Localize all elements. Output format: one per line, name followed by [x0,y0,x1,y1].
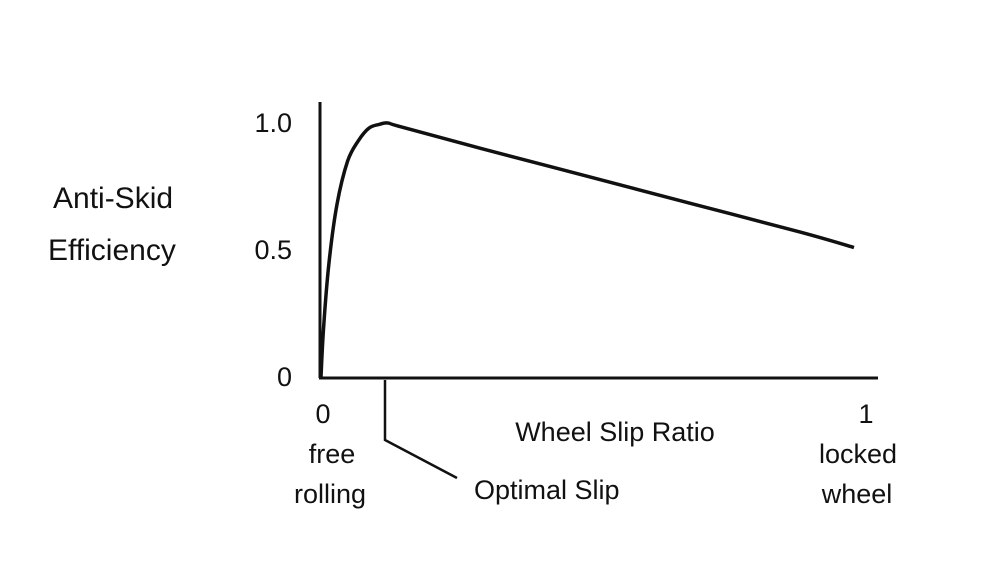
x-axis-title: Wheel Slip Ratio [515,417,715,447]
y-axis-title-line-2: Efficiency [48,234,176,267]
x-tick-sublabel-rolling: rolling [294,479,366,509]
x-tick-sublabel-locked: locked [819,439,897,469]
x-tick-label-0: 0 [315,399,330,429]
y-tick-label-0: 0 [277,362,292,392]
series-layer [319,121,855,378]
efficiency-curve-line [319,121,855,378]
optimal-slip-annotation: Optimal Slip [474,475,620,505]
y-tick-label-0.5: 0.5 [254,235,292,265]
x-tick-sublabel-free: free [309,439,356,469]
x-tick-label-1: 1 [858,399,873,429]
optimal-slip-leader [383,380,458,480]
x-tick-sublabel-wheel: wheel [821,479,893,509]
y-tick-label-1.0: 1.0 [254,108,292,138]
y-axis-title-line-1: Anti-Skid [53,182,173,215]
